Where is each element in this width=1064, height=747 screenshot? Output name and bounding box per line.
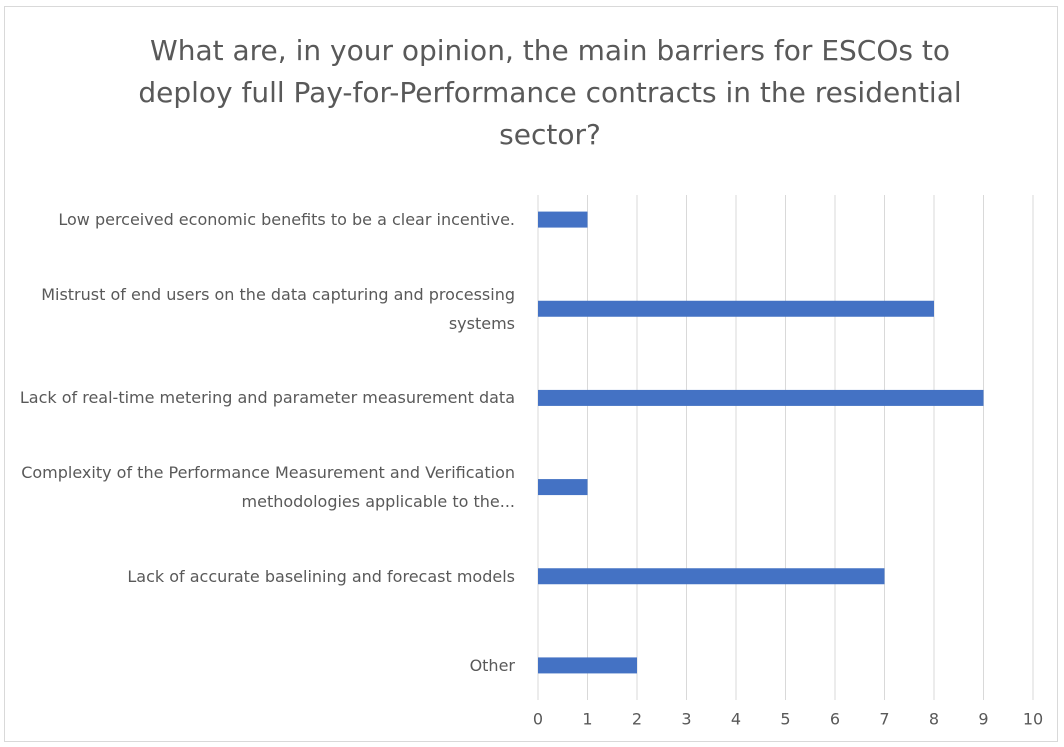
- bar: [538, 211, 588, 228]
- bar: [538, 479, 588, 496]
- chart-title: What are, in your opinion, the main barr…: [138, 34, 962, 151]
- x-tick-label: 10: [1023, 710, 1043, 729]
- x-tick-label: 0: [533, 710, 543, 729]
- category-label: Lack of accurate baselining and forecast…: [127, 566, 515, 586]
- x-tick-label: 8: [929, 710, 939, 729]
- category-label: Other: [469, 655, 515, 675]
- x-tick-label: 5: [780, 710, 790, 729]
- category-label: Low perceived economic benefits to be a …: [58, 210, 515, 230]
- chart-frame: [4, 6, 1058, 742]
- category-label: Mistrust of end users on the data captur…: [41, 284, 515, 333]
- bar: [538, 568, 885, 585]
- bar: [538, 389, 984, 406]
- x-tick-label: 1: [582, 710, 592, 729]
- x-tick-label: 4: [731, 710, 741, 729]
- x-tick-label: 6: [830, 710, 840, 729]
- bar: [538, 657, 637, 674]
- x-tick-label: 7: [879, 710, 889, 729]
- x-tick-label: 3: [681, 710, 691, 729]
- bar: [538, 300, 934, 317]
- x-tick-label: 9: [978, 710, 988, 729]
- category-label: Lack of real-time metering and parameter…: [19, 388, 515, 408]
- x-tick-label: 2: [632, 710, 642, 729]
- category-label: Complexity of the Performance Measuremen…: [21, 463, 515, 512]
